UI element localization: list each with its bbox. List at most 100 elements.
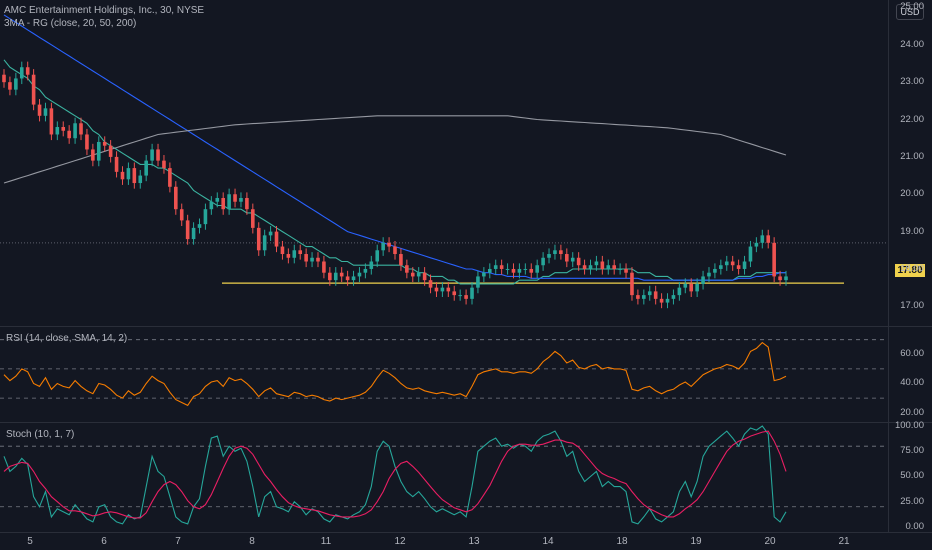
candle-body xyxy=(511,268,516,273)
candle-body xyxy=(14,78,18,90)
candle-body xyxy=(191,227,196,240)
candle-body xyxy=(517,268,522,273)
candle-body xyxy=(168,168,172,187)
candle-body xyxy=(19,67,24,79)
candle-body xyxy=(707,272,711,277)
candle-body xyxy=(233,194,237,202)
time-tick-label: 12 xyxy=(394,536,406,547)
candle-body xyxy=(665,298,670,303)
time-tick-label: 13 xyxy=(468,536,480,547)
candle-body xyxy=(25,67,30,75)
candle-body xyxy=(96,141,101,161)
candle-body xyxy=(316,257,320,262)
candle-body xyxy=(772,242,776,277)
candle-body xyxy=(55,127,60,135)
candle-body xyxy=(452,291,457,296)
candle-body xyxy=(677,287,682,296)
rsi-tick-label: 20.00 xyxy=(900,406,924,418)
candle-body xyxy=(736,265,741,269)
candle-body xyxy=(547,254,551,258)
candle-body xyxy=(671,295,676,299)
candle-body xyxy=(600,261,605,269)
candle-body xyxy=(778,276,782,281)
candle-body xyxy=(203,209,208,225)
candle-body xyxy=(227,194,231,210)
candle-body xyxy=(79,123,83,135)
currency-label[interactable]: USD xyxy=(896,4,924,20)
rsi-tick-label: 60.00 xyxy=(900,348,924,360)
candle-body xyxy=(256,227,261,251)
candle-body xyxy=(565,254,569,262)
candle-body xyxy=(286,254,291,258)
candle-body xyxy=(618,268,622,270)
candle-body xyxy=(304,254,308,262)
candle-body xyxy=(541,257,545,266)
time-tick-label: 19 xyxy=(690,536,702,547)
candle-body xyxy=(221,197,225,210)
candle-body xyxy=(132,168,137,184)
candle-body xyxy=(642,295,646,299)
stoch-pane-title: Stoch (10, 1, 7) xyxy=(6,429,75,440)
stoch-tick-label: 50.00 xyxy=(900,470,924,482)
candle-body xyxy=(274,231,279,247)
candle-body xyxy=(292,250,297,258)
candle-body xyxy=(559,250,563,255)
candle-body xyxy=(428,280,433,288)
candle-body xyxy=(440,287,445,292)
candle-body xyxy=(487,268,492,273)
candle-body xyxy=(126,168,131,180)
candle-body xyxy=(197,224,202,228)
candle-body xyxy=(120,171,125,180)
ma-line-2 xyxy=(3,115,787,184)
candle-body xyxy=(67,130,71,139)
symbol-title: AMC Entertainment Holdings, Inc., 30, NY… xyxy=(4,5,205,16)
candle-body xyxy=(91,149,95,161)
candle-body xyxy=(594,261,599,266)
price-tick-label: 23.00 xyxy=(900,76,924,88)
candle-body xyxy=(61,127,66,131)
time-tick-label: 8 xyxy=(249,536,255,547)
time-tick-label: 5 xyxy=(27,536,33,547)
candle-body xyxy=(624,268,628,273)
rsi-pane-title: RSI (14, close, SMA, 14, 2) xyxy=(6,333,128,344)
candle-body xyxy=(162,160,166,169)
candle-body xyxy=(570,257,575,262)
ma-line-0 xyxy=(3,59,786,285)
candle-body xyxy=(280,246,285,255)
time-tick-label: 18 xyxy=(616,536,628,547)
time-tick-label: 7 xyxy=(175,536,181,547)
candle-body xyxy=(405,265,409,273)
candle-body xyxy=(43,108,48,116)
stoch-tick-label: 100.00 xyxy=(894,420,924,432)
ma-line-1 xyxy=(3,14,786,281)
stoch-line-0 xyxy=(3,425,787,525)
candle-body xyxy=(458,295,462,297)
candle-body xyxy=(659,298,664,303)
candle-body xyxy=(387,242,391,247)
candle-body xyxy=(410,272,415,277)
rsi-tick-label: 40.00 xyxy=(900,377,924,389)
candle-body xyxy=(179,209,184,221)
candle-body xyxy=(375,250,380,262)
candle-body xyxy=(476,276,480,288)
candle-body xyxy=(156,149,160,161)
candle-body xyxy=(416,272,421,277)
candle-body xyxy=(144,160,148,176)
candle-body xyxy=(8,82,12,90)
candle-body xyxy=(630,272,634,296)
candle-body xyxy=(185,220,190,240)
stoch-tick-label: 25.00 xyxy=(900,495,924,507)
candle-body xyxy=(345,276,350,281)
candle-body xyxy=(464,295,468,299)
price-tick-label: 19.00 xyxy=(900,225,924,237)
candle-body xyxy=(2,74,6,83)
candle-body xyxy=(298,250,303,255)
time-tick-label: 21 xyxy=(838,536,850,547)
candle-body xyxy=(37,104,42,116)
candle-body xyxy=(713,268,717,273)
candle-body xyxy=(742,261,747,269)
price-tick-label: 20.00 xyxy=(900,188,924,200)
candle-body xyxy=(174,186,178,210)
time-tick-label: 6 xyxy=(101,536,107,547)
